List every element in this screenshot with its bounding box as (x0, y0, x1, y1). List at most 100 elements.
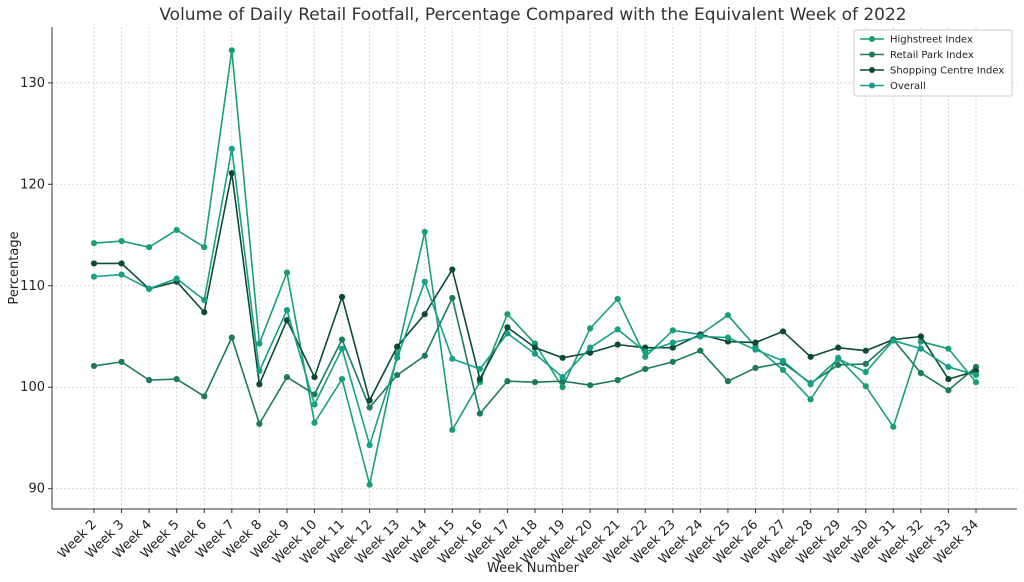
legend-label: Highstreet Index (890, 35, 973, 46)
data-point (338, 345, 346, 352)
data-point (531, 379, 539, 386)
data-point (366, 397, 373, 404)
y-axis-label: Percentage (7, 231, 22, 304)
data-point (835, 361, 842, 369)
data-point (752, 364, 759, 372)
legend-label: Retail Park Index (890, 50, 974, 61)
data-point (338, 293, 346, 301)
data-point (201, 244, 208, 251)
data-point (173, 275, 180, 282)
data-point (118, 271, 125, 278)
data-point (228, 47, 235, 54)
data-point (862, 368, 869, 376)
data-point (476, 365, 483, 373)
data-point (587, 349, 594, 356)
legend-swatch-marker (869, 67, 875, 73)
data-point (614, 295, 621, 303)
data-point (587, 325, 594, 332)
data-point (779, 357, 787, 364)
data-point (945, 345, 952, 352)
data-point (173, 376, 180, 383)
data-point (283, 269, 291, 276)
y-tick-label: 120 (20, 177, 45, 192)
chart-title: Volume of Daily Retail Footfall, Percent… (159, 5, 906, 25)
data-point (201, 309, 208, 316)
data-point (366, 404, 373, 411)
data-point (669, 327, 676, 334)
data-point (862, 383, 869, 390)
data-point (311, 373, 318, 381)
data-point (614, 377, 621, 384)
y-ticks: 90 100 110 120 130 (20, 76, 52, 497)
data-point (614, 341, 621, 348)
data-point (917, 369, 924, 377)
legend-label: Overall (890, 81, 926, 92)
data-point (476, 376, 483, 383)
data-point (531, 344, 539, 351)
data-point (945, 387, 952, 394)
y-tick-label: 90 (28, 482, 45, 497)
data-point (90, 362, 98, 370)
data-point (228, 334, 235, 341)
data-point (559, 384, 566, 391)
data-point (642, 348, 649, 355)
data-point (559, 354, 566, 361)
data-point (283, 317, 291, 324)
data-point (531, 350, 539, 357)
data-point (394, 354, 401, 361)
data-point (421, 228, 428, 236)
data-point (421, 352, 428, 359)
data-point (669, 344, 676, 351)
data-point (146, 244, 153, 251)
data-point (228, 170, 235, 177)
data-point (394, 371, 401, 379)
data-point (283, 307, 291, 314)
data-point (697, 333, 704, 340)
data-point (146, 285, 153, 292)
data-point (256, 340, 263, 347)
data-point (173, 226, 180, 234)
data-point (366, 481, 373, 488)
data-point (311, 401, 318, 408)
data-point (945, 363, 952, 371)
data-point (835, 355, 842, 362)
data-point (90, 273, 98, 280)
data-point (724, 312, 732, 319)
data-point (587, 382, 594, 389)
data-point (669, 339, 676, 346)
data-point (90, 260, 98, 267)
series (90, 47, 980, 488)
axes (51, 27, 1017, 510)
data-point (394, 343, 401, 350)
grid (52, 27, 1017, 509)
data-point (421, 311, 428, 318)
data-point (449, 355, 456, 362)
data-point (807, 381, 814, 388)
y-tick-label: 130 (20, 76, 45, 91)
data-point (752, 339, 759, 346)
legend-swatch-marker (869, 36, 875, 42)
data-point (917, 345, 924, 352)
data-point (449, 426, 456, 433)
data-point (338, 336, 346, 343)
data-point (890, 337, 897, 344)
legend-swatch-marker (869, 82, 875, 89)
data-point (311, 419, 318, 426)
x-axis-label: Week Number (487, 561, 580, 576)
data-point (697, 347, 704, 354)
data-point (807, 353, 814, 360)
data-point (256, 381, 263, 388)
data-point (228, 145, 235, 152)
data-point (118, 238, 125, 245)
data-point (146, 377, 153, 384)
data-point (945, 376, 952, 383)
data-point (366, 441, 373, 449)
data-point (779, 366, 787, 374)
y-tick-label: 100 (20, 380, 45, 395)
data-point (90, 240, 98, 247)
data-point (614, 326, 621, 333)
data-point (504, 330, 511, 337)
data-point (807, 396, 814, 403)
